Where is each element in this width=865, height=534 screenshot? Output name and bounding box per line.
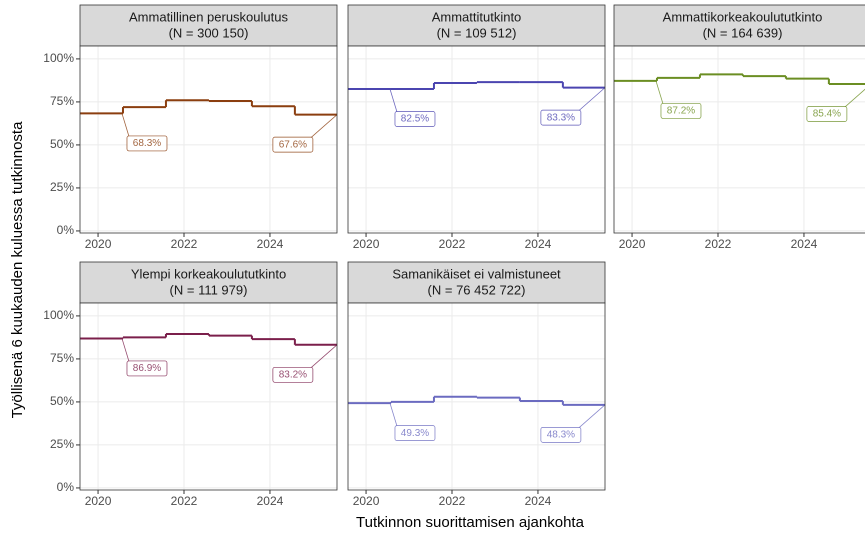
x-tick-label: 2024 (257, 237, 284, 251)
panel-border (613, 45, 865, 234)
x-axis-label: Tutkinnon suorittamisen ajankohta (356, 514, 585, 531)
label-box (540, 426, 582, 443)
panel-border (79, 302, 338, 491)
x-tick-label: 2024 (525, 237, 552, 251)
panel-title: Ammatillinen peruskoulutus (129, 9, 288, 24)
y-tick-label: 75% (50, 351, 74, 365)
label-leader (578, 404, 606, 429)
panel-subtitle: (N = 300 150) (169, 25, 249, 40)
y-tick-label: 75% (50, 94, 74, 108)
y-tick-label: 0% (57, 223, 75, 237)
x-tick-label: 2022 (439, 494, 466, 508)
panel-title: Ammattitutkinto (432, 9, 522, 24)
label-leader (844, 88, 865, 108)
label-box (394, 111, 436, 127)
panel-subtitle: (N = 109 512) (437, 25, 517, 40)
label-leader (121, 113, 130, 137)
panel-subtitle: (N = 164 639) (703, 25, 783, 40)
y-axis-label: Työllisenä 6 kuukauden kuluessa tutkinno… (9, 121, 26, 419)
panel-title: Ylempi korkeakoulututkinto (131, 266, 286, 281)
x-tick-label: 2020 (353, 494, 380, 508)
x-tick-label: 2020 (85, 494, 112, 508)
value-label: 49.3% (401, 428, 429, 439)
label-box (540, 109, 582, 126)
y-tick-label: 0% (57, 480, 75, 494)
y-tick-label: 100% (43, 308, 74, 322)
label-leader (310, 114, 338, 138)
panel-bg (614, 46, 865, 233)
label-box (272, 136, 314, 153)
panel-border (79, 45, 338, 234)
value-label: 67.6% (279, 139, 307, 150)
label-leader (310, 344, 338, 369)
value-label: 82.5% (401, 114, 429, 125)
x-tick-label: 2020 (353, 237, 380, 251)
panel-subtitle: (N = 76 452 722) (428, 282, 526, 297)
label-leader (578, 87, 606, 111)
x-tick-label: 2020 (85, 237, 112, 251)
panel-subtitle: (N = 111 979) (170, 282, 248, 297)
label-box (660, 103, 702, 119)
y-tick-label: 25% (50, 437, 74, 451)
x-tick-label: 2022 (439, 237, 466, 251)
value-label: 85.4% (813, 109, 841, 120)
label-leader (121, 338, 130, 362)
strip (79, 4, 338, 47)
value-label: 83.3% (547, 112, 575, 123)
label-box (126, 360, 168, 377)
value-label: 87.2% (667, 106, 695, 117)
strip (347, 261, 606, 304)
strip (347, 4, 606, 47)
label-leader (389, 403, 398, 427)
x-tick-label: 2020 (619, 237, 646, 251)
value-label: 86.9% (133, 363, 161, 374)
value-label: 83.2% (279, 369, 307, 380)
value-label: 68.3% (133, 138, 161, 149)
panel-bg (80, 303, 337, 490)
x-tick-label: 2024 (525, 494, 552, 508)
x-tick-label: 2022 (705, 237, 732, 251)
label-box (394, 425, 436, 441)
x-tick-label: 2024 (791, 237, 818, 251)
panel-border (347, 302, 606, 491)
x-tick-label: 2022 (171, 237, 198, 251)
strip (613, 4, 865, 47)
label-leader (389, 88, 398, 113)
panel-title: Ammattikorkeakoulututkinto (663, 9, 823, 24)
y-tick-label: 50% (50, 394, 74, 408)
panel-border (347, 45, 606, 234)
y-tick-label: 50% (50, 137, 74, 151)
x-tick-label: 2024 (257, 494, 284, 508)
panel-bg (348, 46, 605, 233)
label-box (806, 106, 848, 122)
label-leader (655, 80, 664, 105)
y-tick-label: 25% (50, 180, 74, 194)
value-label: 48.3% (547, 429, 575, 440)
y-tick-label: 100% (43, 51, 74, 65)
label-box (272, 366, 314, 383)
x-tick-label: 2022 (171, 494, 198, 508)
panel-title: Samanikäiset ei valmistuneet (392, 266, 561, 281)
label-box (126, 135, 168, 152)
